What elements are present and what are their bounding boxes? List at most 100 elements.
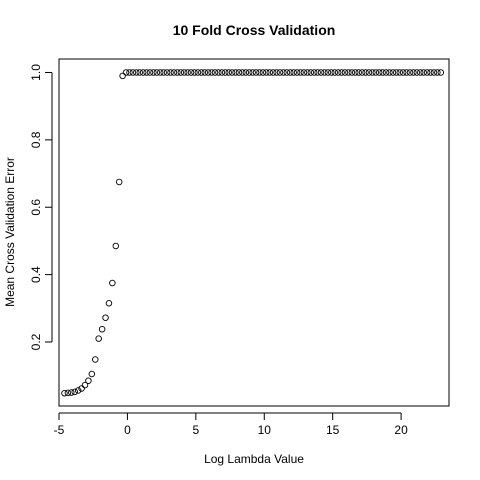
y-tick-label: 0.4 bbox=[29, 266, 43, 283]
data-point bbox=[259, 69, 267, 76]
data-point bbox=[403, 69, 410, 76]
chart-title: 10 Fold Cross Validation bbox=[173, 22, 336, 38]
y-tick-label: 1.0 bbox=[29, 64, 43, 81]
data-point bbox=[304, 69, 311, 76]
data-point bbox=[88, 370, 96, 378]
data-point bbox=[273, 69, 280, 76]
y-axis-label: Mean Cross Validation Error bbox=[3, 157, 17, 307]
data-point bbox=[129, 69, 137, 76]
data-point bbox=[256, 69, 263, 76]
data-point bbox=[245, 69, 253, 76]
data-point bbox=[399, 69, 407, 76]
data-point bbox=[434, 69, 441, 76]
data-point bbox=[163, 69, 171, 76]
data-point bbox=[122, 69, 130, 76]
data-point bbox=[133, 69, 140, 76]
data-point bbox=[328, 69, 335, 76]
data-point bbox=[389, 69, 397, 76]
data-point bbox=[293, 69, 301, 76]
data-point bbox=[341, 69, 349, 76]
data-point bbox=[146, 69, 154, 76]
data-point bbox=[71, 388, 78, 396]
data-point bbox=[280, 69, 287, 76]
data-point bbox=[321, 69, 328, 76]
data-point bbox=[310, 69, 318, 76]
x-tick-label: 10 bbox=[258, 423, 272, 437]
x-tick-label: 20 bbox=[394, 423, 408, 437]
data-point bbox=[187, 69, 195, 76]
y-tick-label: 0.6 bbox=[29, 199, 43, 216]
data-point bbox=[386, 69, 393, 76]
data-point bbox=[307, 69, 315, 76]
data-point bbox=[222, 69, 229, 76]
data-point bbox=[297, 69, 304, 76]
x-tick-label: 0 bbox=[124, 423, 131, 437]
data-point bbox=[78, 385, 85, 392]
data-point bbox=[324, 69, 332, 76]
data-point bbox=[287, 69, 294, 76]
data-point bbox=[423, 69, 431, 76]
data-point bbox=[290, 69, 297, 76]
data-point bbox=[396, 69, 403, 76]
data-point bbox=[437, 69, 445, 76]
data-point bbox=[283, 69, 291, 76]
data-point bbox=[105, 299, 113, 307]
data-point bbox=[157, 69, 164, 76]
data-point bbox=[92, 356, 99, 363]
data-point bbox=[180, 69, 188, 76]
data-point bbox=[211, 69, 219, 76]
data-point bbox=[348, 69, 356, 76]
data-point bbox=[235, 69, 243, 76]
data-point bbox=[215, 69, 222, 76]
data-point bbox=[410, 69, 417, 76]
data-point bbox=[417, 69, 424, 76]
data-point bbox=[276, 69, 284, 76]
data-point bbox=[198, 69, 205, 76]
data-point bbox=[263, 69, 270, 76]
data-point bbox=[102, 314, 109, 321]
data-point bbox=[393, 69, 400, 76]
data-point bbox=[358, 69, 366, 76]
data-point bbox=[338, 69, 345, 76]
data-point bbox=[170, 69, 178, 76]
data-point bbox=[95, 335, 102, 342]
data-point bbox=[379, 69, 386, 76]
data-point bbox=[300, 69, 308, 76]
data-point bbox=[345, 69, 352, 76]
data-point bbox=[266, 69, 273, 76]
data-point bbox=[334, 69, 342, 76]
data-point bbox=[362, 69, 369, 76]
data-point bbox=[314, 69, 321, 76]
data-point bbox=[201, 69, 208, 76]
data-point bbox=[153, 69, 161, 76]
x-tick-label: 5 bbox=[192, 423, 199, 437]
data-point bbox=[382, 69, 390, 76]
data-point bbox=[64, 389, 72, 397]
data-point bbox=[228, 69, 236, 76]
data-point bbox=[126, 69, 133, 76]
data-point bbox=[194, 69, 202, 76]
data-point bbox=[239, 69, 246, 76]
data-point bbox=[160, 69, 167, 76]
data-point bbox=[317, 69, 325, 76]
data-point bbox=[115, 178, 123, 186]
data-point bbox=[369, 69, 376, 76]
data-point bbox=[430, 69, 438, 76]
data-point bbox=[191, 69, 198, 76]
data-point bbox=[109, 279, 116, 287]
data-point bbox=[413, 69, 421, 76]
data-point bbox=[143, 69, 150, 76]
data-point bbox=[167, 69, 174, 76]
data-point bbox=[150, 69, 157, 76]
x-axis: -5 0 5 10 15 20 bbox=[54, 412, 408, 437]
data-point bbox=[81, 381, 89, 389]
data-point bbox=[61, 389, 68, 397]
x-tick-label: -5 bbox=[54, 423, 65, 437]
data-points bbox=[61, 69, 445, 397]
y-axis: 0.2 0.4 0.6 0.8 1.0 bbox=[29, 64, 53, 350]
data-point bbox=[225, 69, 232, 76]
data-point bbox=[174, 69, 181, 76]
data-point bbox=[427, 69, 434, 76]
x-tick-label: 15 bbox=[326, 423, 340, 437]
